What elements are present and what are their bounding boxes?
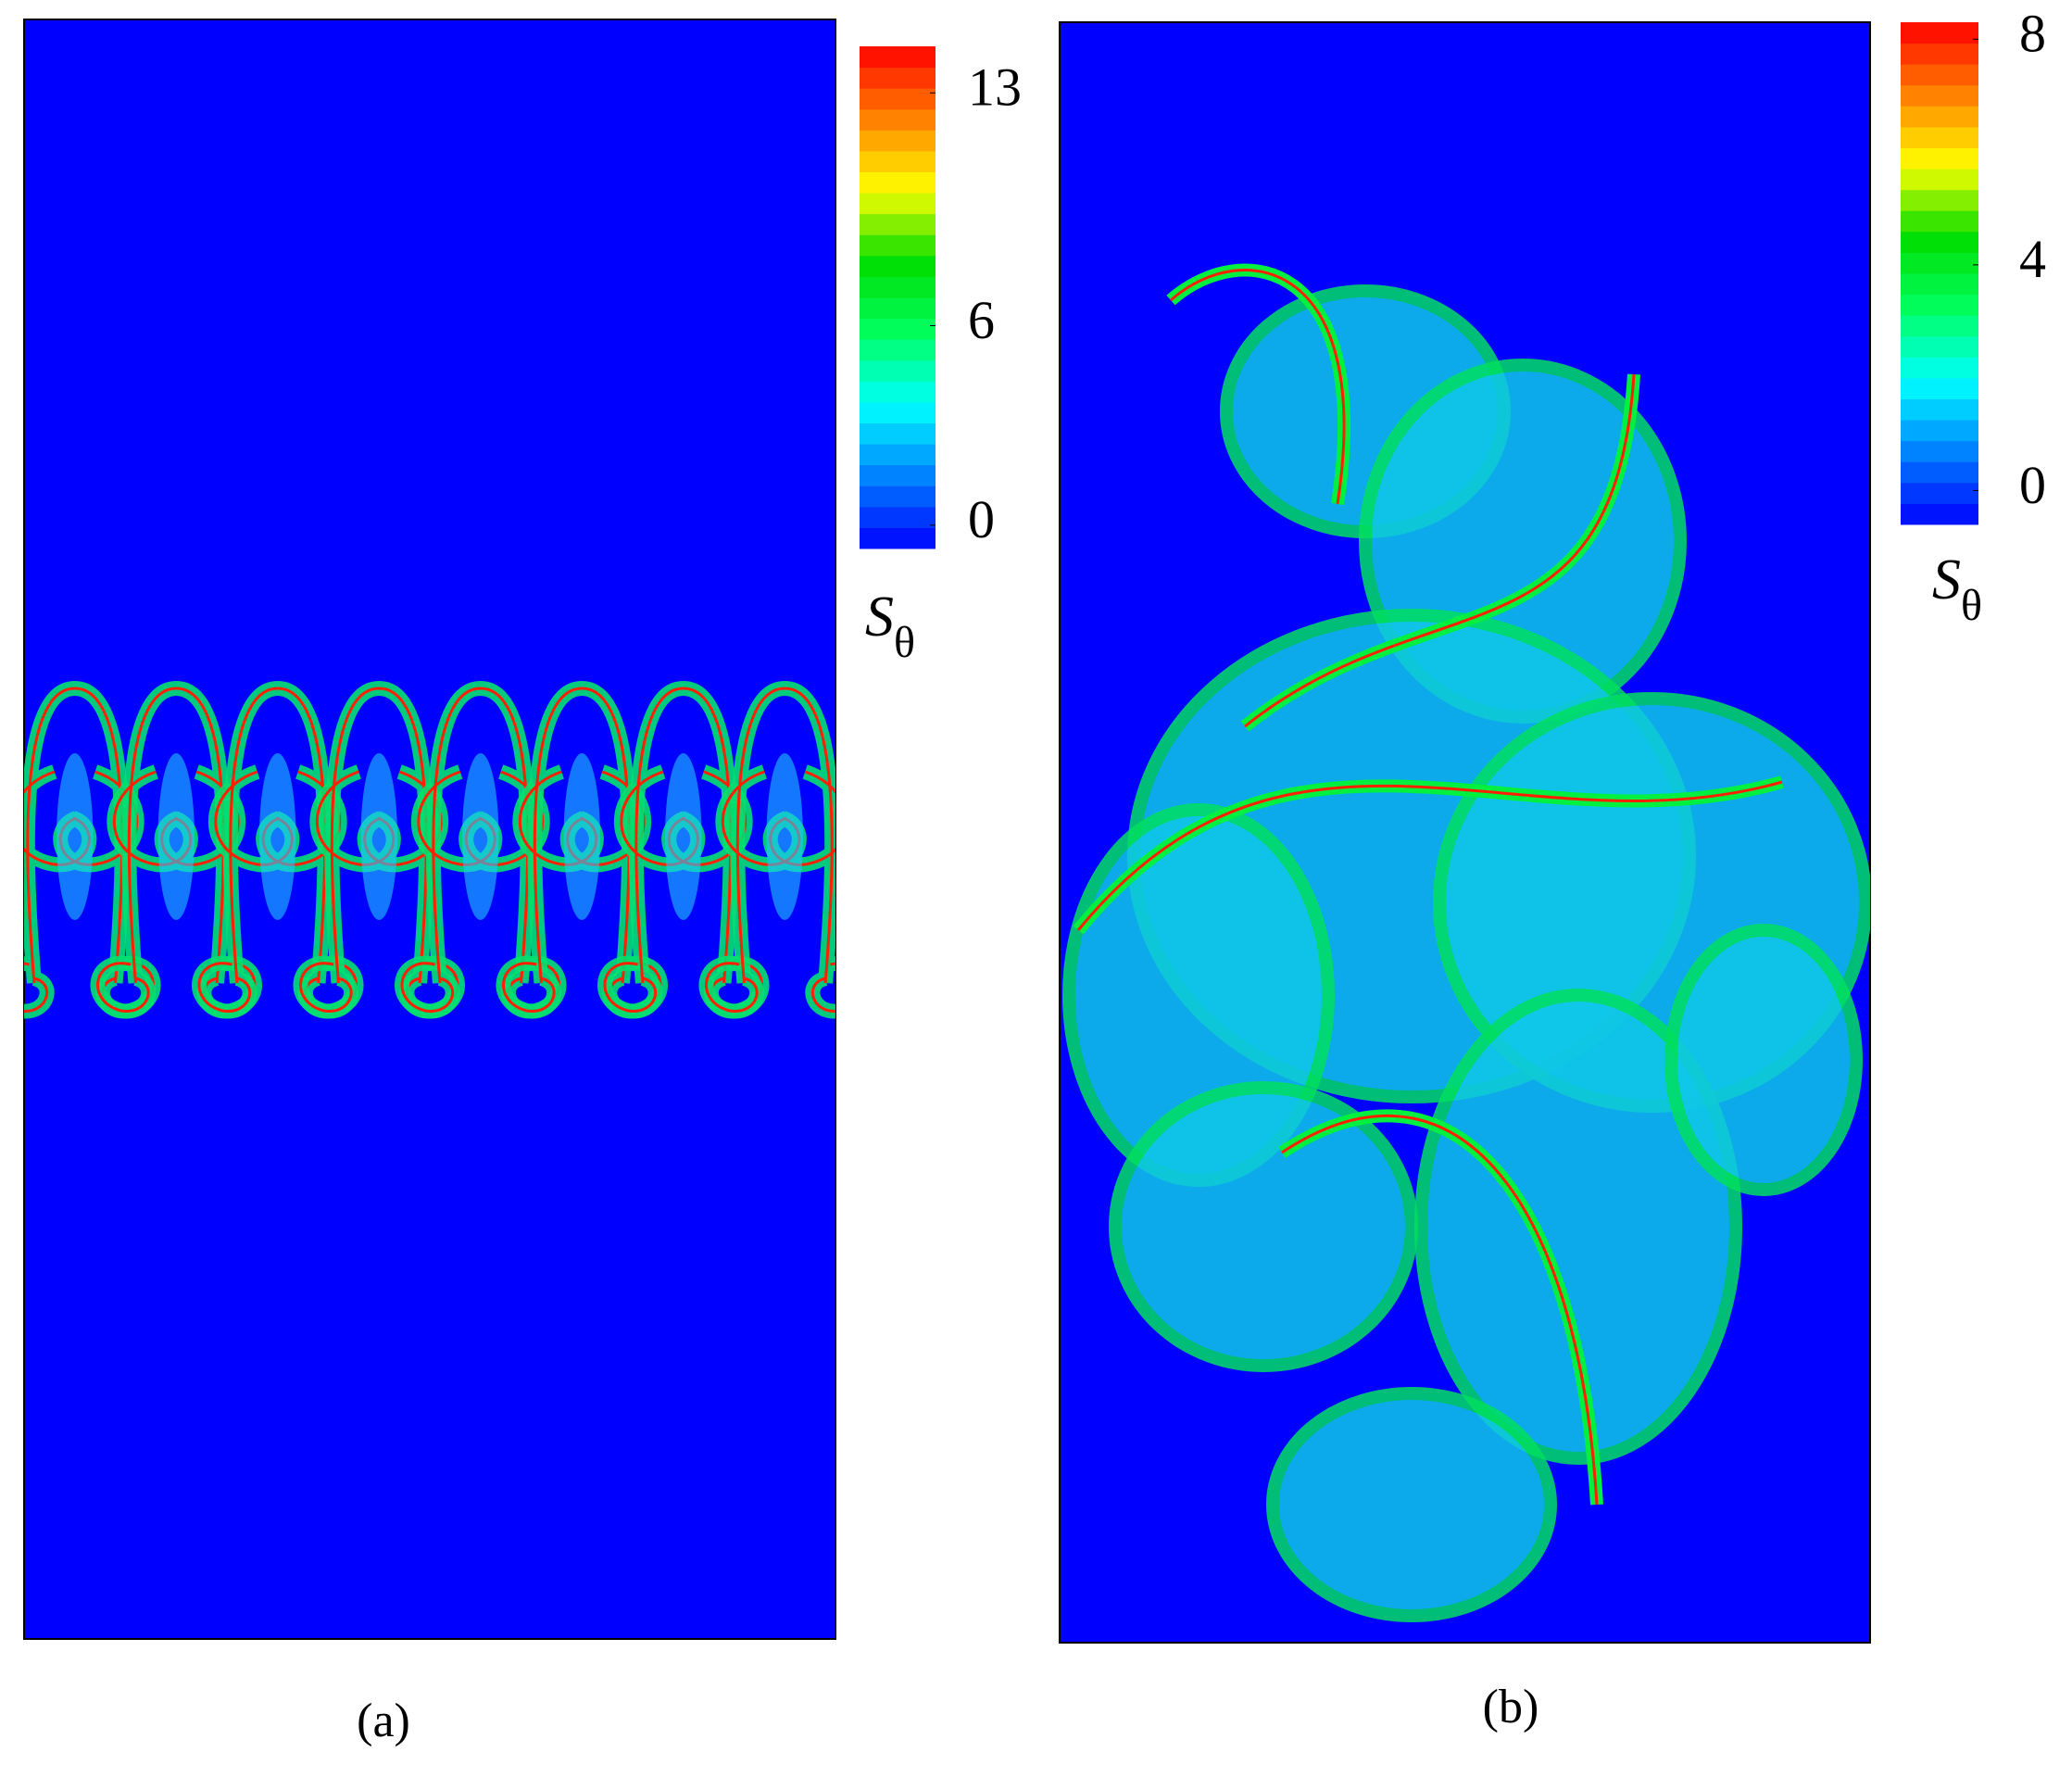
colorbar-band bbox=[1901, 252, 1978, 274]
field-swirl-core bbox=[502, 687, 662, 1013]
colorbar-band bbox=[1901, 106, 1978, 128]
colorbar-band bbox=[860, 88, 936, 110]
field-blob bbox=[1266, 1387, 1557, 1622]
colorbar-band bbox=[860, 485, 936, 508]
field-swirl-core bbox=[705, 687, 835, 1013]
field-filament-core bbox=[1170, 269, 1346, 505]
colorbar-band bbox=[860, 527, 936, 549]
colorbar-tick-label: 6 bbox=[968, 290, 995, 350]
field-blob bbox=[1109, 1081, 1418, 1372]
colorbar-band bbox=[860, 381, 936, 403]
field-filament-core bbox=[1076, 780, 1783, 931]
field-swirl-core bbox=[603, 687, 763, 1013]
colorbar-band bbox=[860, 108, 936, 131]
colorbar-band bbox=[1901, 43, 1978, 65]
colorbar-band bbox=[860, 171, 936, 194]
colorbar-tick-label: 13 bbox=[968, 57, 1022, 118]
colorbar-band bbox=[1901, 84, 1978, 107]
colorbar-label-subscript: θ bbox=[894, 618, 915, 667]
field-patch bbox=[157, 753, 195, 920]
colorbar-band bbox=[860, 46, 936, 69]
colorbar-band bbox=[860, 67, 936, 89]
field-patch bbox=[259, 753, 296, 920]
colorbar-band bbox=[860, 213, 936, 235]
colorbar-label: Sθ bbox=[1932, 548, 1982, 630]
field-patch bbox=[57, 753, 94, 920]
colorbar-band bbox=[1901, 461, 1978, 484]
colorbar-band bbox=[860, 444, 936, 466]
colorbar-label-symbol: S bbox=[865, 586, 894, 649]
colorbar-band bbox=[1901, 22, 1978, 44]
colorbar-band bbox=[1901, 294, 1978, 316]
field-blob bbox=[1664, 924, 1863, 1196]
panel: 0 4 8 Sθ (b) bbox=[1059, 4, 2046, 1733]
field bbox=[24, 680, 835, 1019]
colorbar-band bbox=[1901, 147, 1978, 170]
field-swirl-core bbox=[197, 687, 358, 1013]
field-patch bbox=[665, 753, 702, 920]
field-patch bbox=[462, 753, 499, 920]
field-filament-core bbox=[1281, 1114, 1599, 1506]
colorbar-band bbox=[1901, 420, 1978, 442]
colorbar-band bbox=[860, 193, 936, 215]
colorbar-band bbox=[860, 506, 936, 528]
colorbar-band bbox=[860, 150, 936, 172]
colorbar-band bbox=[1901, 482, 1978, 504]
colorbar-band bbox=[860, 401, 936, 423]
colorbar-tick-label: 0 bbox=[2019, 455, 2046, 515]
field-swirl-core bbox=[96, 687, 257, 1013]
colorbar-band bbox=[1901, 189, 1978, 211]
colorbar-band bbox=[1901, 210, 1978, 233]
colorbar-band bbox=[860, 255, 936, 277]
colorbar-band bbox=[860, 464, 936, 486]
colorbar-band bbox=[1901, 440, 1978, 462]
field-swirl-core bbox=[24, 687, 155, 1013]
colorbar-band bbox=[1901, 335, 1978, 358]
colorbar-band bbox=[860, 359, 936, 382]
colorbar-band bbox=[860, 318, 936, 340]
field-patch bbox=[360, 753, 397, 920]
colorbar-band bbox=[1901, 64, 1978, 86]
colorbar-band bbox=[1901, 231, 1978, 253]
panel-caption: (b) bbox=[1483, 1681, 1539, 1733]
field-swirl-core bbox=[400, 687, 560, 1013]
colorbar-band bbox=[860, 276, 936, 298]
colorbar-band bbox=[1901, 169, 1978, 191]
colorbar-band bbox=[1901, 357, 1978, 379]
colorbar-band bbox=[860, 130, 936, 152]
colorbar-band bbox=[1901, 315, 1978, 337]
colorbar-band bbox=[860, 339, 936, 361]
colorbar-band bbox=[1901, 126, 1978, 148]
colorbar-label-symbol: S bbox=[1932, 548, 1961, 611]
field bbox=[1062, 263, 1870, 1622]
field-blob bbox=[1414, 989, 1742, 1465]
colorbar-band bbox=[1901, 398, 1978, 421]
field-patch bbox=[766, 753, 803, 920]
colorbar-tick-label: 0 bbox=[968, 489, 995, 549]
colorbar-label-subscript: θ bbox=[1961, 581, 1982, 630]
colorbar-band bbox=[1901, 273, 1978, 296]
colorbar-tick-label: 4 bbox=[2019, 229, 2046, 289]
panel: 0 6 13 Sθ (a) bbox=[23, 19, 1022, 1747]
colorbar-band bbox=[860, 297, 936, 320]
field-swirl-core bbox=[299, 687, 459, 1013]
colorbar-tick-label: 8 bbox=[2019, 4, 2046, 64]
colorbar-band bbox=[860, 234, 936, 257]
colorbar-band bbox=[860, 422, 936, 445]
colorbar-band bbox=[1901, 503, 1978, 525]
field-filament-core bbox=[1244, 373, 1636, 728]
panel-caption: (a) bbox=[357, 1695, 410, 1747]
colorbar-label: Sθ bbox=[865, 586, 915, 667]
colorbar-band bbox=[1901, 377, 1978, 399]
field-patch bbox=[563, 753, 600, 920]
